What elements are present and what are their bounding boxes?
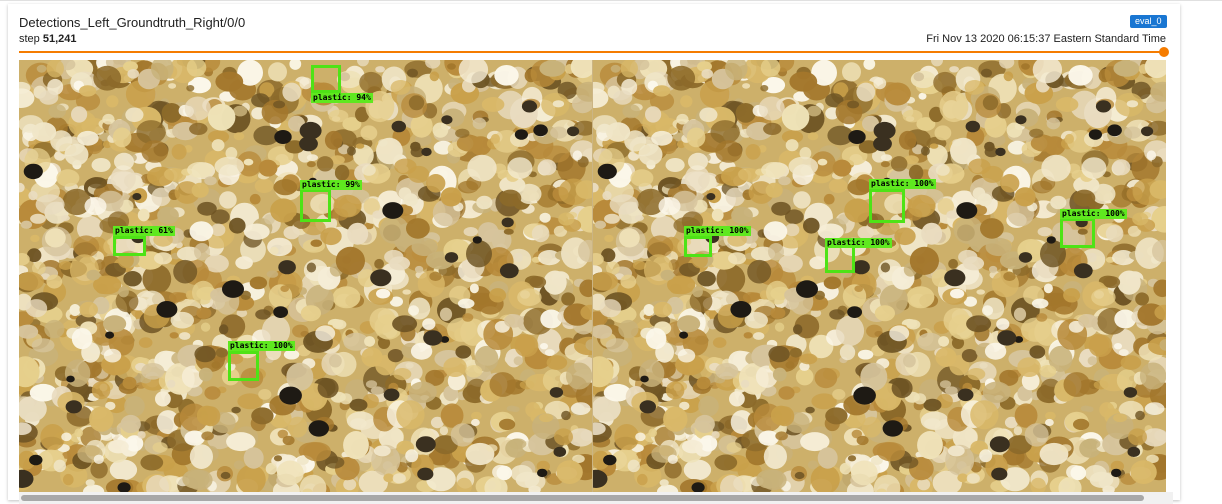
detection-box <box>113 236 146 256</box>
detection-box <box>228 351 259 381</box>
groundtruth-box <box>1060 218 1095 248</box>
scrollbar-thumb[interactable] <box>21 495 1144 501</box>
detection-label: plastic: 99% <box>300 180 362 190</box>
image-card: Detections_Left_Groundtruth_Right/0/0 st… <box>8 4 1180 504</box>
detection-label: plastic: 61% <box>113 226 175 236</box>
top-divider <box>0 0 1222 1</box>
step-label: step <box>19 33 40 45</box>
timestamp: Fri Nov 13 2020 06:15:37 Eastern Standar… <box>926 33 1166 45</box>
groundtruth-box <box>825 245 855 273</box>
run-badge: eval_0 <box>1130 15 1167 28</box>
groundtruth-label: plastic: 100% <box>869 179 936 189</box>
step-slider-thumb[interactable] <box>1159 47 1169 57</box>
step-slider[interactable] <box>19 51 1165 53</box>
sand-texture-left <box>19 60 592 492</box>
sand-texture-right <box>593 60 1166 492</box>
right-panel-groundtruth: plastic: 100% plastic: 100% plastic: 100… <box>593 60 1166 492</box>
card-title: Detections_Left_Groundtruth_Right/0/0 <box>19 15 246 30</box>
detection-image: plastic: 94% plastic: 99% plastic: 61% p… <box>19 60 1166 492</box>
groundtruth-box <box>684 236 712 257</box>
groundtruth-label: plastic: 100% <box>684 226 751 236</box>
detection-box <box>311 65 341 93</box>
step-value: 51,241 <box>42 33 77 45</box>
horizontal-scrollbar[interactable] <box>19 492 1173 504</box>
detection-label: plastic: 94% <box>311 93 373 103</box>
groundtruth-box <box>869 189 905 223</box>
detection-box <box>300 189 331 222</box>
detection-label: plastic: 100% <box>228 341 295 351</box>
step-indicator: step 51,241 <box>19 33 77 45</box>
groundtruth-label: plastic: 100% <box>825 238 892 248</box>
left-panel-detections: plastic: 94% plastic: 99% plastic: 61% p… <box>19 60 592 492</box>
groundtruth-label: plastic: 100% <box>1060 209 1127 219</box>
